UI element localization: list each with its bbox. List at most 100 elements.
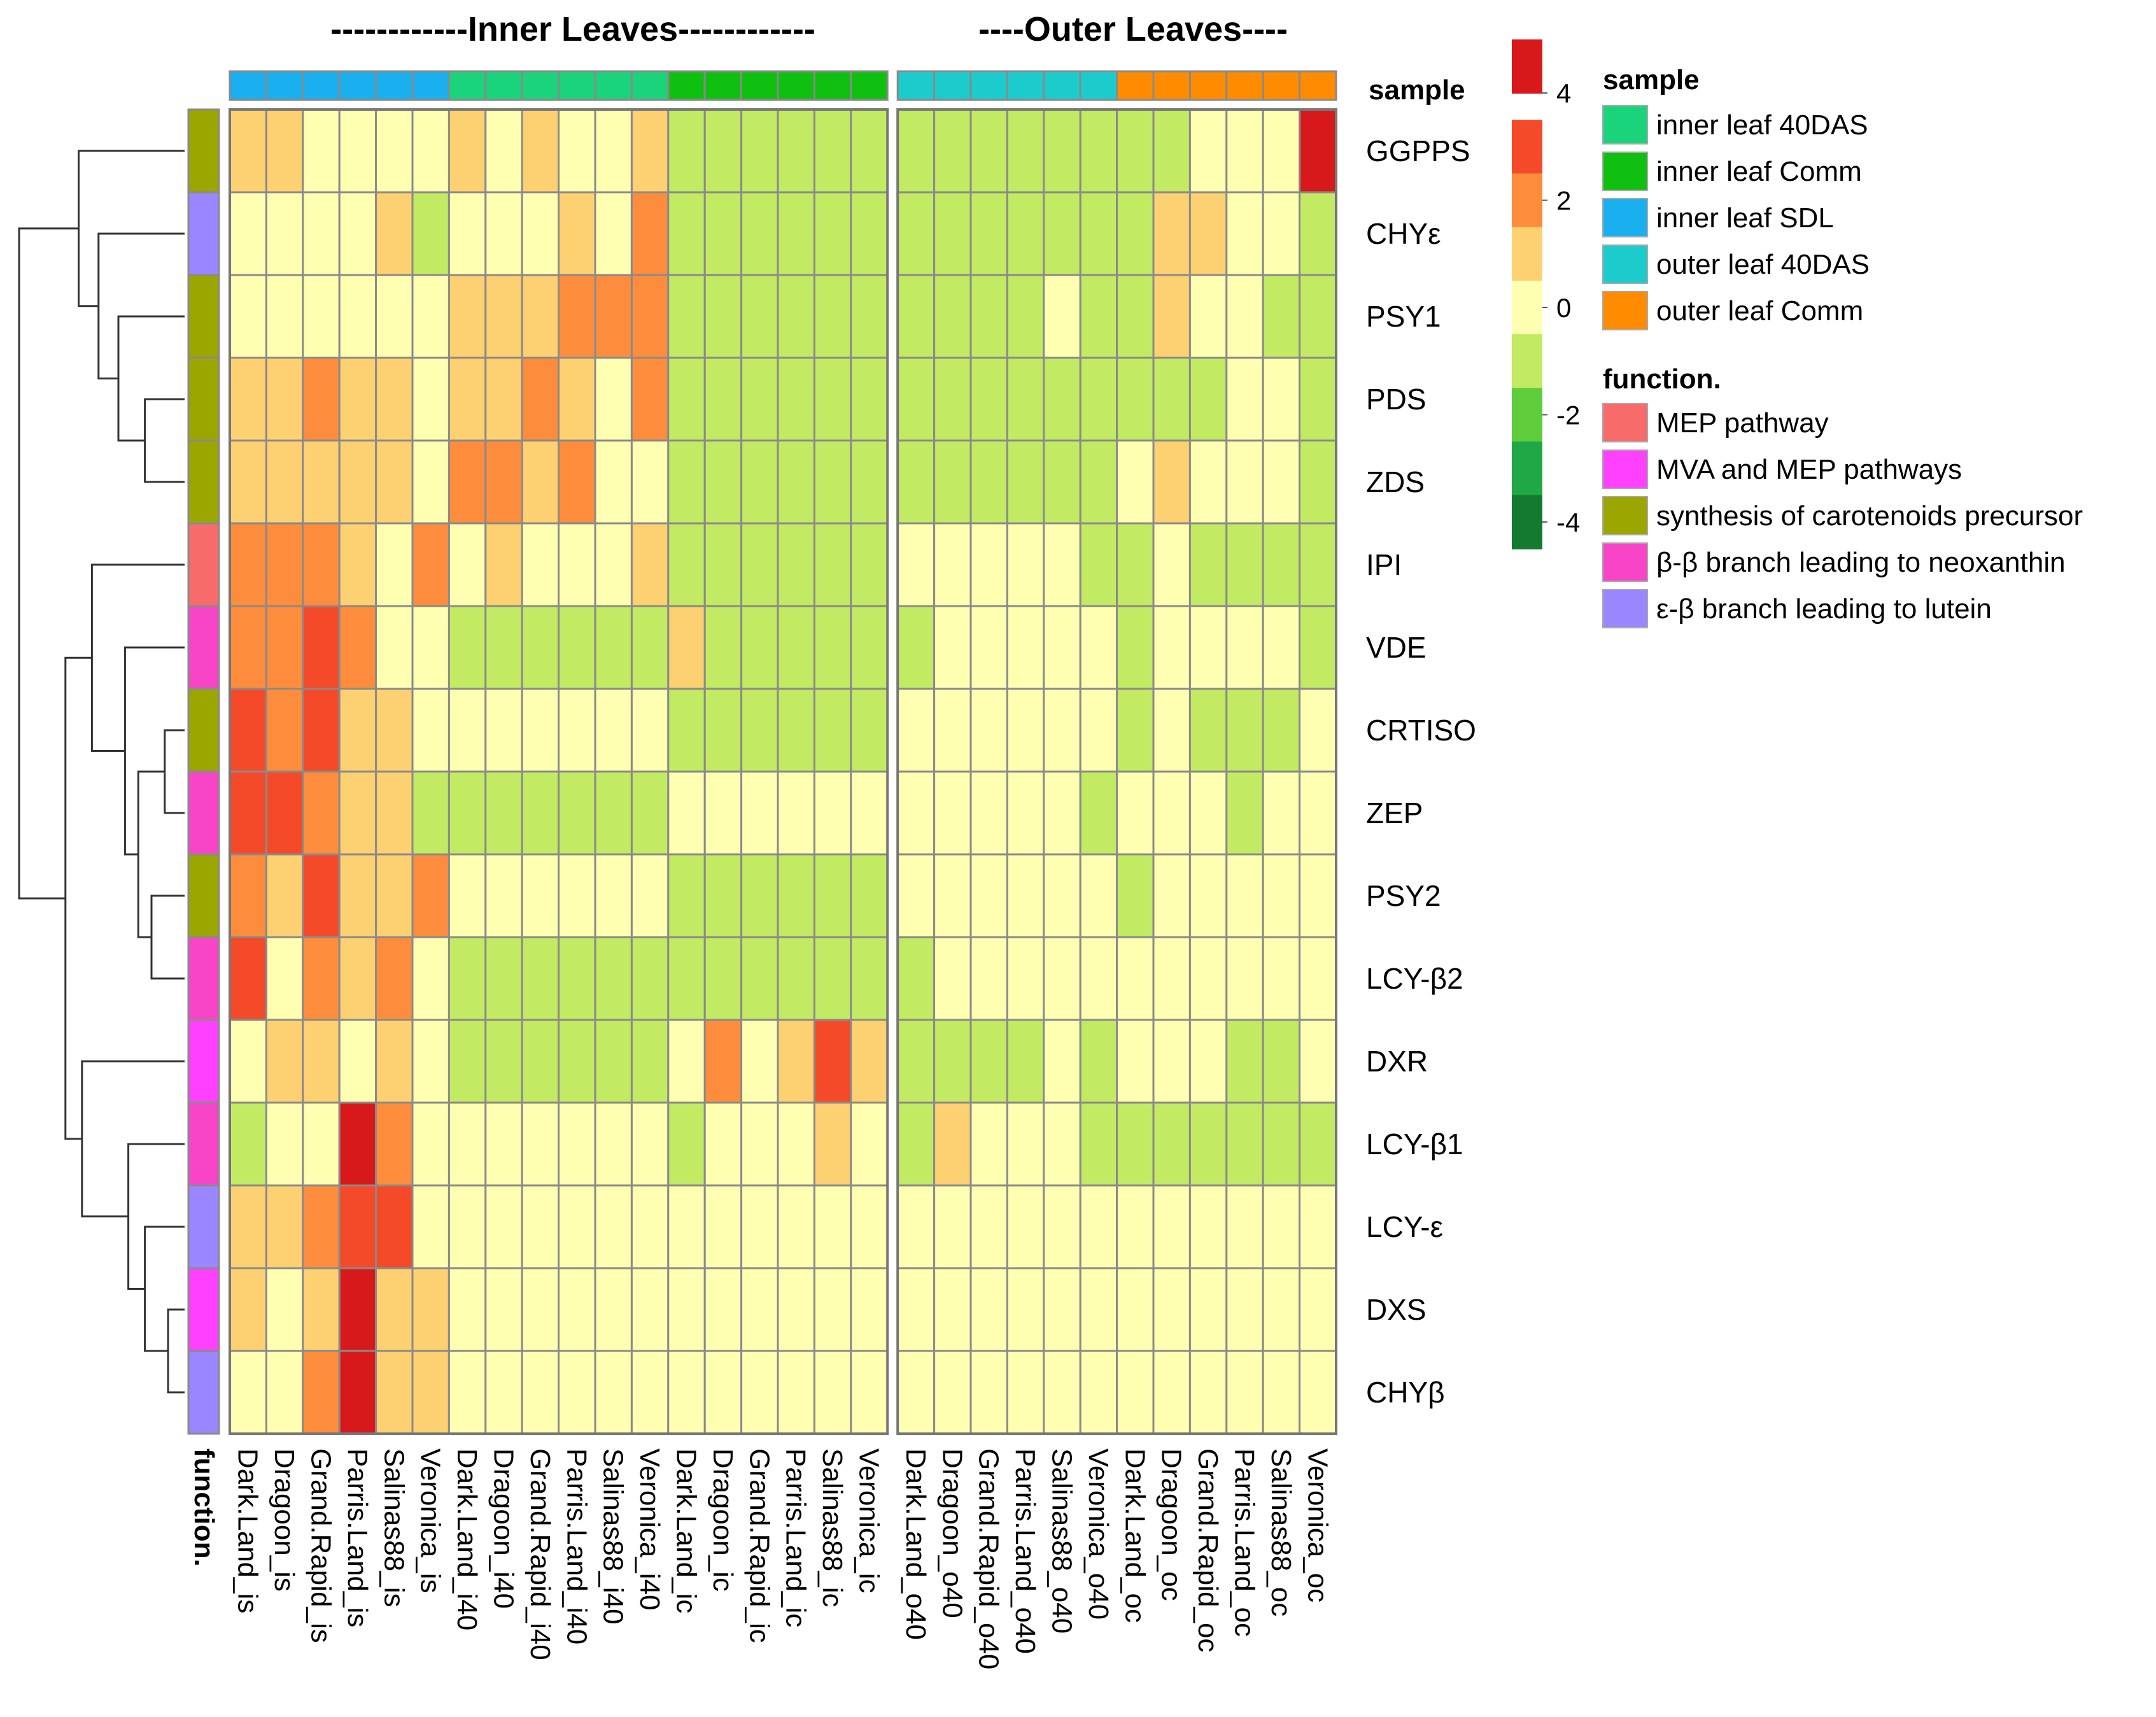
cell-dxs-dark-land-is — [229, 1267, 267, 1352]
outer-block-border — [896, 108, 1337, 1435]
cell-pds-veronica-is — [411, 357, 450, 442]
cell-lcy-parris-land-o40 — [1006, 1184, 1045, 1269]
cell-zds-veronica-ic — [850, 439, 889, 525]
cell-zds-grand-rapid-ic — [740, 439, 779, 525]
cell-zep-grand-rapid-oc — [1188, 770, 1228, 856]
column-label-salinas88-o40: Salinas88_o40 — [1046, 1448, 1078, 1634]
column-label-veronica-ic: Veronica_ic — [854, 1448, 885, 1593]
cell-psy2-dark-land-is — [229, 853, 267, 938]
legend-sample-swatch-outer-leaf-40das — [1602, 244, 1648, 284]
inner-block-border — [229, 108, 889, 1435]
cell-zep-grand-rapid-is — [302, 770, 341, 856]
cell-pds-dark-land-o40 — [896, 357, 936, 442]
cell-dxs-veronica-i40 — [630, 1267, 670, 1352]
cell-lcy-dark-land-oc — [1116, 1184, 1155, 1269]
cell-lcy-1-dark-land-o40 — [896, 1101, 936, 1187]
function-annotation-zds — [187, 439, 220, 525]
column-label-dark-land-i40: Dark.Land_i40 — [451, 1448, 483, 1630]
cell-zds-salinas88-o40 — [1043, 439, 1082, 525]
cell-lcy-1-salinas88-is — [375, 1101, 414, 1187]
cell-lcy-1-parris-land-i40 — [558, 1101, 596, 1187]
column-label-grand-rapid-o40: Grand.Rapid_o40 — [973, 1448, 1004, 1669]
column-label-grand-rapid-ic: Grand.Rapid_ic — [743, 1448, 775, 1643]
cell-chy-veronica-ic — [850, 191, 889, 276]
cell-chy-veronica-is — [411, 1350, 450, 1435]
column-label-salinas88-oc: Salinas88_oc — [1265, 1448, 1297, 1616]
cell-lcy-2-dragoon-is — [265, 936, 304, 1021]
cell-vde-parris-land-o40 — [1006, 605, 1045, 690]
column-label-parris-land-o40: Parris.Land_o40 — [1010, 1448, 1041, 1654]
cell-chy-parris-land-i40 — [558, 1350, 596, 1435]
cell-ipi-parris-land-o40 — [1006, 522, 1045, 607]
cell-chy-salinas88-ic — [813, 191, 852, 276]
cell-lcy-dark-land-ic — [667, 1184, 706, 1269]
cell-lcy-veronica-o40 — [1079, 1184, 1118, 1269]
cell-crtiso-salinas88-o40 — [1043, 688, 1082, 773]
cell-psy2-dark-land-o40 — [896, 853, 936, 938]
cell-psy2-salinas88-oc — [1262, 853, 1301, 938]
cell-dxs-dark-land-ic — [667, 1267, 706, 1352]
cell-lcy-veronica-is — [411, 1184, 450, 1269]
cell-ggpps-dark-land-ic — [667, 108, 706, 194]
cell-crtiso-veronica-oc — [1299, 688, 1337, 773]
cell-ipi-veronica-oc — [1299, 522, 1337, 607]
cell-lcy-2-salinas88-oc — [1262, 936, 1301, 1021]
cell-dxs-salinas88-ic — [813, 1267, 852, 1352]
cell-crtiso-dragoon-i40 — [484, 688, 523, 773]
cell-ipi-salinas88-is — [375, 522, 414, 607]
cell-psy1-veronica-is — [411, 274, 450, 359]
cell-lcy-2-dark-land-is — [229, 936, 267, 1021]
row-label-pds: PDS — [1366, 383, 1427, 416]
cell-dxr-dragoon-is — [265, 1019, 304, 1104]
color-scale-bin-2 — [1512, 173, 1542, 228]
cell-zds-salinas88-oc — [1262, 439, 1301, 525]
sample-annotation-dark-land-ic — [667, 70, 706, 101]
cell-ipi-dragoon-o40 — [933, 522, 972, 607]
cell-dxs-parris-land-o40 — [1006, 1267, 1045, 1352]
cell-zep-parris-land-is — [338, 770, 377, 856]
cell-pds-dark-land-i40 — [447, 357, 487, 442]
cell-psy1-grand-rapid-o40 — [969, 274, 1008, 359]
row-dendrogram — [18, 150, 185, 1394]
cell-crtiso-dragoon-oc — [1152, 688, 1191, 773]
cell-pds-dark-land-is — [229, 357, 267, 442]
cell-ipi-salinas88-oc — [1262, 522, 1301, 607]
legend-function-swatch-branch-leading-to-neoxanthin — [1602, 542, 1648, 582]
cell-chy-grand-rapid-o40 — [969, 191, 1008, 276]
column-label-grand-rapid-oc: Grand.Rapid_oc — [1192, 1448, 1223, 1652]
cell-crtiso-grand-rapid-o40 — [969, 688, 1008, 773]
cell-lcy-2-dragoon-o40 — [933, 936, 972, 1021]
cell-chy-dark-land-i40 — [447, 1350, 487, 1435]
cell-psy2-dragoon-oc — [1152, 853, 1191, 938]
cell-lcy-dark-land-i40 — [447, 1184, 487, 1269]
cell-crtiso-parris-land-ic — [777, 688, 815, 773]
cell-ggpps-parris-land-i40 — [558, 108, 596, 194]
cell-lcy-2-dark-land-ic — [667, 936, 706, 1021]
cell-psy1-grand-rapid-is — [302, 274, 341, 359]
sample-annotation-dark-land-o40 — [896, 70, 936, 101]
cell-ipi-grand-rapid-is — [302, 522, 341, 607]
cell-chy-dragoon-oc — [1152, 1350, 1191, 1435]
cell-zds-parris-land-ic — [777, 439, 815, 525]
cell-zep-dark-land-o40 — [896, 770, 936, 856]
cell-chy-salinas88-oc — [1262, 191, 1301, 276]
legend-sample-swatch-inner-leaf-comm — [1602, 152, 1648, 191]
cell-lcy-grand-rapid-is — [302, 1184, 341, 1269]
cell-dxr-dragoon-oc — [1152, 1019, 1191, 1104]
cell-ggpps-dragoon-oc — [1152, 108, 1191, 194]
cell-lcy-veronica-oc — [1299, 1184, 1337, 1269]
cell-zep-dragoon-is — [265, 770, 304, 856]
cell-chy-grand-rapid-oc — [1188, 191, 1228, 276]
cell-pds-grand-rapid-oc — [1188, 357, 1228, 442]
cell-crtiso-dragoon-o40 — [933, 688, 972, 773]
cell-dxr-dragoon-i40 — [484, 1019, 523, 1104]
cell-dxr-veronica-is — [411, 1019, 450, 1104]
cell-lcy-1-grand-rapid-o40 — [969, 1101, 1008, 1187]
cell-chy-veronica-o40 — [1079, 1350, 1118, 1435]
cell-psy1-grand-rapid-ic — [740, 274, 779, 359]
row-label-lcy: LCY-ε — [1366, 1210, 1443, 1243]
cell-zep-veronica-is — [411, 770, 450, 856]
cell-psy1-salinas88-oc — [1262, 274, 1301, 359]
cell-zep-veronica-o40 — [1079, 770, 1118, 856]
color-scale-bin-3 — [1512, 227, 1542, 281]
